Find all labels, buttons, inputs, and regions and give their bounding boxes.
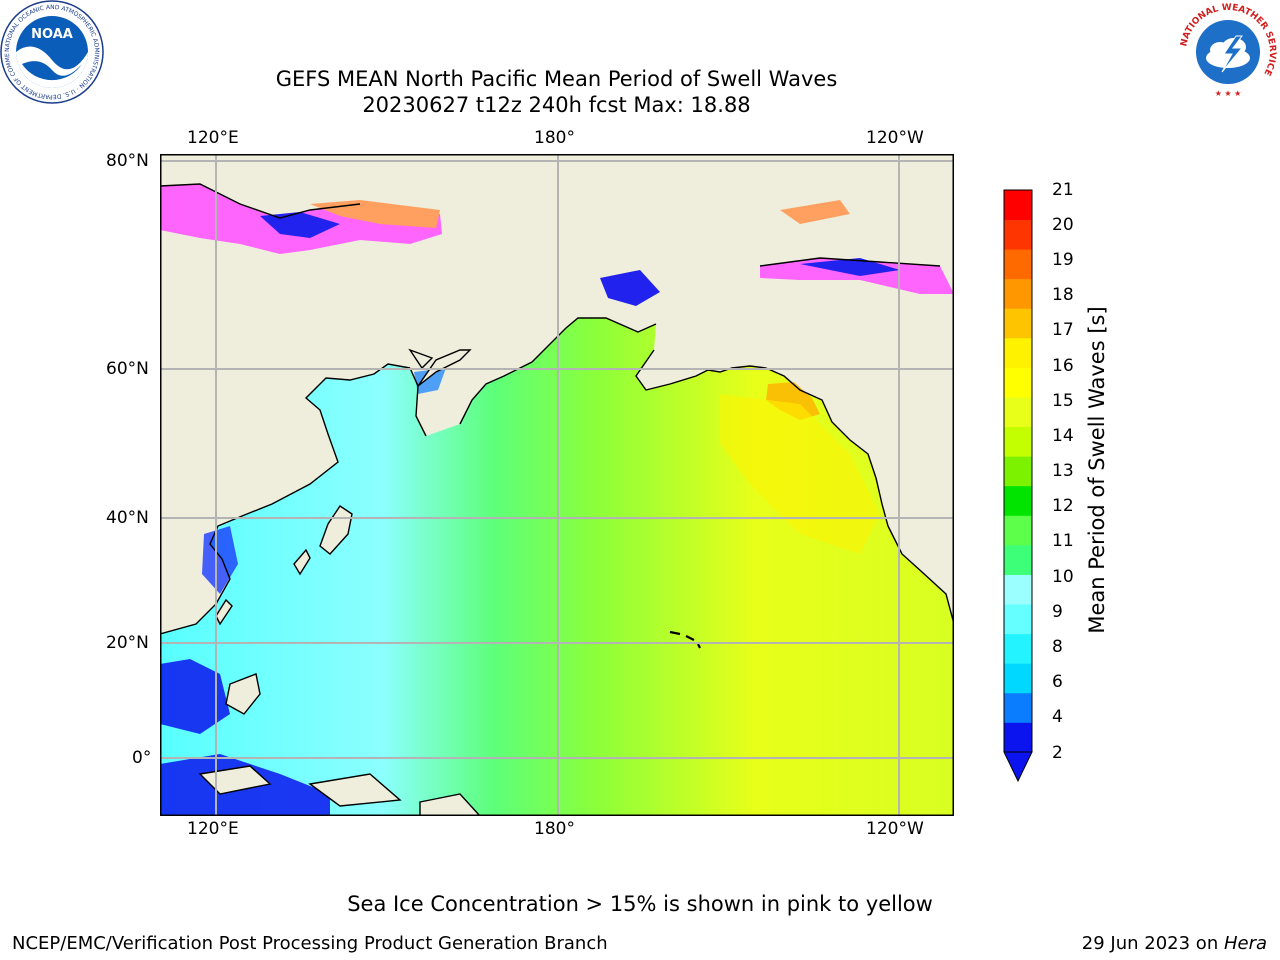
colorbar-block <box>1004 397 1032 428</box>
lat-label-20n: 20°N <box>106 633 149 653</box>
lat-label-40n: 40°N <box>106 508 149 528</box>
sea-ice-orange <box>310 200 440 228</box>
nws-stars-icon: ★ ★ ★ <box>1215 89 1242 98</box>
cbar-tick-10: 10 <box>1052 567 1074 587</box>
colorbar-block <box>1004 367 1032 398</box>
colorbar-block <box>1004 692 1032 723</box>
noaa-logo-text: NOAA <box>31 27 73 42</box>
lat-label-60n: 60°N <box>106 359 149 379</box>
colorbar-frame <box>1003 189 1033 753</box>
sea-ice-bering <box>600 270 660 306</box>
cbar-tick-21: 21 <box>1052 180 1074 200</box>
colorbar-block <box>1004 308 1032 339</box>
cbar-tick-2: 2 <box>1052 743 1063 763</box>
colorbar-block <box>1004 604 1032 635</box>
sea-ice-east-blue <box>800 258 900 276</box>
cbar-tick-19: 19 <box>1052 250 1074 270</box>
cbar-tick-13: 13 <box>1052 461 1074 481</box>
noaa-logo: NATIONAL OCEANIC AND ATMOSPHERIC ADMINIS… <box>0 0 104 104</box>
colorbar-block <box>1004 456 1032 487</box>
footer-date-text: 29 Jun 2023 on <box>1081 933 1224 954</box>
colorbar-block <box>1004 426 1032 457</box>
colorbar <box>1003 189 1033 783</box>
cbar-tick-20: 20 <box>1052 215 1074 235</box>
colorbar-block <box>1004 249 1032 280</box>
cbar-tick-11: 11 <box>1052 531 1074 551</box>
colorbar-block <box>1004 190 1032 220</box>
lon-label-bottom-180: 180° <box>534 819 575 839</box>
cbar-tick-4: 4 <box>1052 707 1063 727</box>
cbar-tick-14: 14 <box>1052 426 1074 446</box>
colorbar-extend-arrow <box>1003 751 1033 783</box>
lon-label-bottom-120e: 120°E <box>187 819 239 839</box>
lon-label-top-180: 180° <box>534 128 575 148</box>
map-title: GEFS MEAN North Pacific Mean Period of S… <box>275 67 838 91</box>
map-frame <box>160 154 954 816</box>
colorbar-block <box>1004 219 1032 250</box>
cbar-tick-16: 16 <box>1052 356 1074 376</box>
colorbar-block <box>1004 485 1032 516</box>
swell-period-map <box>160 154 954 816</box>
cbar-tick-15: 15 <box>1052 391 1074 411</box>
colorbar-block <box>1004 574 1032 605</box>
ocean-blue-patch-okhotsk <box>414 368 446 394</box>
footer-machine: Hera <box>1223 933 1267 954</box>
lon-label-top-120w: 120°W <box>866 128 924 148</box>
lon-label-top-120e: 120°E <box>187 128 239 148</box>
colorbar-block <box>1004 544 1032 575</box>
cbar-tick-18: 18 <box>1052 285 1074 305</box>
colorbar-block <box>1004 515 1032 546</box>
lat-label-0: 0° <box>132 748 152 768</box>
ocean-yellow-band <box>720 394 880 554</box>
colorbar-block <box>1004 278 1032 309</box>
sea-ice-east <box>760 258 954 294</box>
cbar-tick-6: 6 <box>1052 672 1063 692</box>
coastlines <box>160 183 954 816</box>
map-subtitle: 20230627 t12z 240h fcst Max: 18.88 <box>362 93 751 117</box>
lon-label-bottom-120w: 120°W <box>866 819 924 839</box>
colorbar-block <box>1004 633 1032 664</box>
lat-label-80n: 80°N <box>106 151 149 171</box>
nws-logo: NATIONAL WEATHER SERVICE ★ ★ ★ <box>1176 0 1280 104</box>
sea-ice-north <box>780 200 850 224</box>
sea-ice-note: Sea Ice Concentration > 15% is shown in … <box>347 892 933 916</box>
colorbar-label: Mean Period of Swell Waves [s] <box>1085 306 1109 634</box>
footer-date: 29 Jun 2023 on Hera <box>1082 933 1267 955</box>
cbar-tick-12: 12 <box>1052 496 1074 516</box>
cbar-tick-17: 17 <box>1052 320 1074 340</box>
graticule <box>160 154 954 816</box>
footer-branch: NCEP/EMC/Verification Post Processing Pr… <box>12 933 608 954</box>
cbar-tick-9: 9 <box>1052 602 1063 622</box>
colorbar-block <box>1004 722 1032 753</box>
colorbar-block <box>1004 337 1032 368</box>
colorbar-block <box>1004 663 1032 694</box>
cbar-tick-8: 8 <box>1052 637 1063 657</box>
ocean-blue-patch-west <box>160 659 230 734</box>
